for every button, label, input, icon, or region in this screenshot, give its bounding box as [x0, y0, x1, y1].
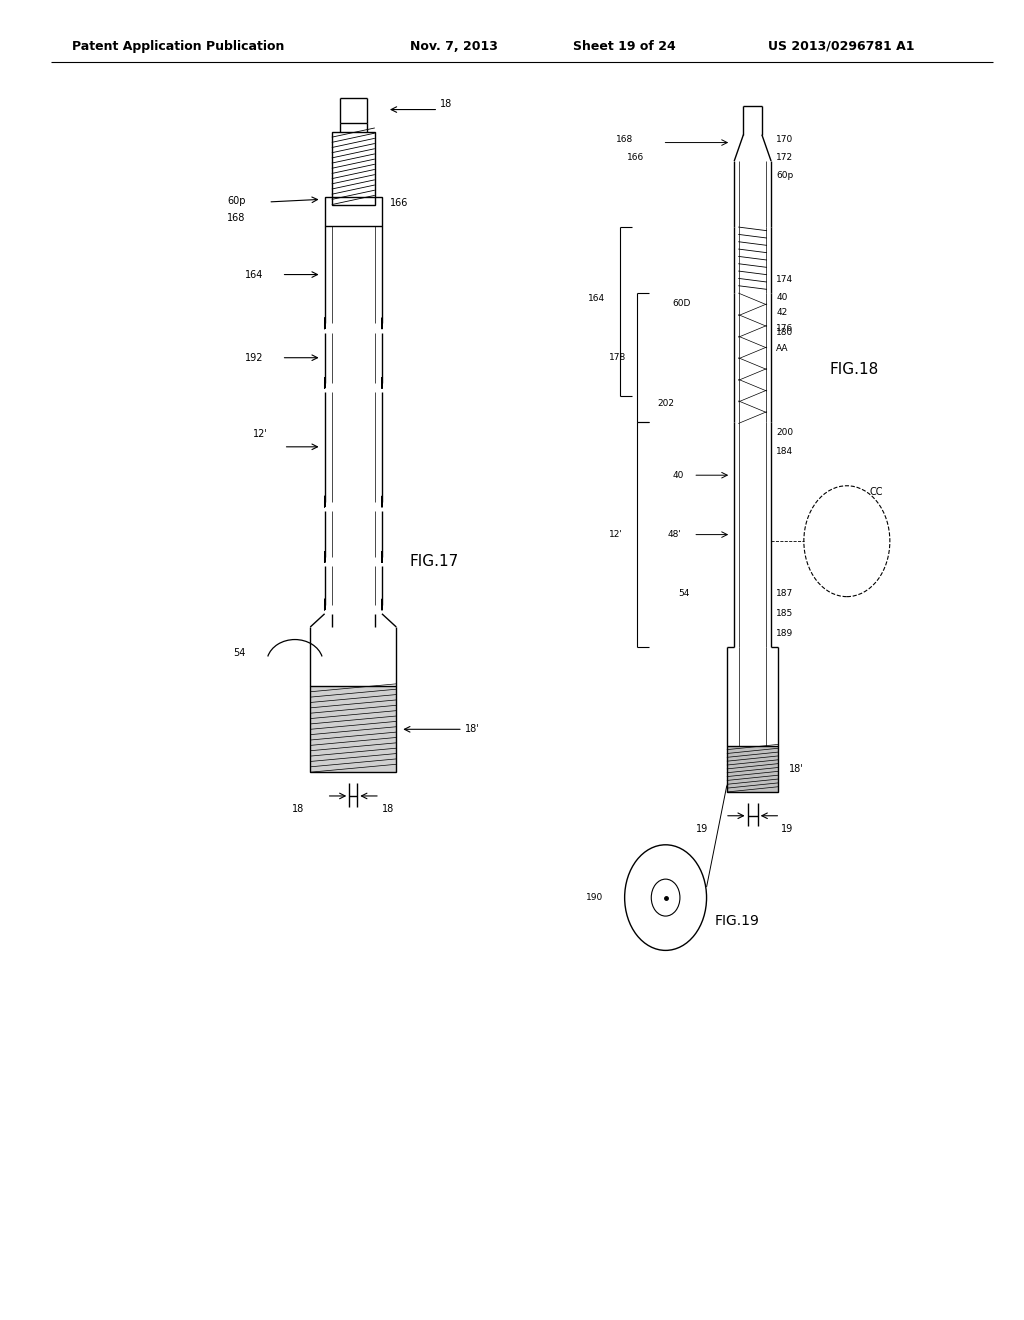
Text: 164: 164 — [588, 294, 605, 302]
Text: Nov. 7, 2013: Nov. 7, 2013 — [410, 40, 498, 53]
Text: 60p: 60p — [776, 172, 794, 180]
Text: 170: 170 — [776, 136, 794, 144]
Text: 12': 12' — [253, 429, 268, 438]
Text: 60p: 60p — [227, 195, 246, 206]
Text: 40: 40 — [776, 293, 787, 301]
Text: FIG.19: FIG.19 — [715, 915, 760, 928]
Text: 176: 176 — [776, 325, 794, 333]
Bar — [727, 746, 778, 792]
Text: 202: 202 — [657, 400, 675, 408]
Text: 54: 54 — [678, 590, 689, 598]
Text: 19: 19 — [696, 824, 709, 834]
Text: 60D: 60D — [673, 300, 691, 308]
Text: 168: 168 — [616, 136, 634, 144]
Text: 166: 166 — [390, 198, 409, 209]
Text: Patent Application Publication: Patent Application Publication — [72, 40, 284, 53]
Text: 18': 18' — [788, 764, 804, 774]
Text: 164: 164 — [245, 269, 263, 280]
Text: 42: 42 — [776, 309, 787, 317]
Text: CC: CC — [869, 487, 883, 498]
Text: 184: 184 — [776, 447, 794, 455]
Text: 168: 168 — [227, 213, 246, 223]
Text: FIG.18: FIG.18 — [829, 362, 879, 378]
Text: 185: 185 — [776, 610, 794, 618]
Text: 174: 174 — [776, 276, 794, 284]
Bar — [310, 686, 396, 772]
Text: 178: 178 — [609, 354, 627, 362]
Text: 192: 192 — [245, 352, 263, 363]
Text: 18': 18' — [465, 725, 479, 734]
Text: AA: AA — [776, 345, 788, 352]
Text: 172: 172 — [776, 153, 794, 161]
Text: 18: 18 — [382, 804, 394, 814]
Text: 189: 189 — [776, 630, 794, 638]
Text: 187: 187 — [776, 590, 794, 598]
Text: 200: 200 — [776, 429, 794, 437]
Text: 54: 54 — [233, 648, 246, 659]
Text: 18: 18 — [440, 99, 453, 110]
Text: 40: 40 — [673, 471, 684, 479]
Text: 180: 180 — [776, 329, 794, 337]
Text: 190: 190 — [586, 894, 603, 902]
Bar — [332, 132, 375, 205]
Text: 166: 166 — [627, 153, 644, 161]
Text: 19: 19 — [781, 824, 794, 834]
Text: 48': 48' — [668, 531, 682, 539]
Bar — [325, 197, 382, 226]
Text: Sheet 19 of 24: Sheet 19 of 24 — [573, 40, 676, 53]
Text: 18: 18 — [292, 804, 304, 814]
Text: US 2013/0296781 A1: US 2013/0296781 A1 — [768, 40, 914, 53]
Text: 12': 12' — [609, 531, 624, 539]
Text: FIG.17: FIG.17 — [410, 553, 459, 569]
